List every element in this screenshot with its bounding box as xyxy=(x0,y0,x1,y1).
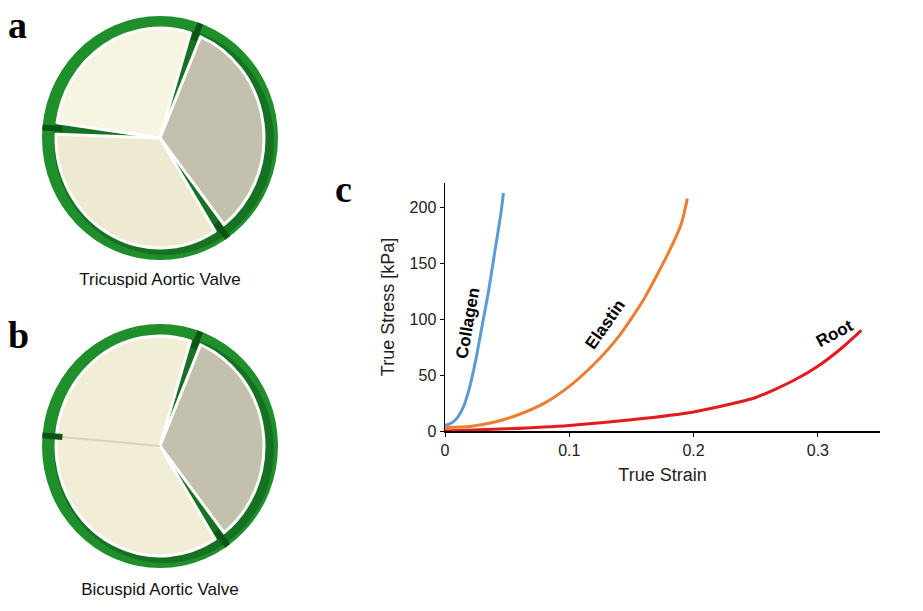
svg-text:0: 0 xyxy=(427,423,436,440)
svg-text:0.3: 0.3 xyxy=(807,442,829,459)
svg-text:Root: Root xyxy=(813,316,856,351)
svg-text:0: 0 xyxy=(441,442,450,459)
svg-text:200: 200 xyxy=(410,199,437,216)
svg-text:150: 150 xyxy=(410,255,437,272)
svg-text:0.2: 0.2 xyxy=(682,442,704,459)
svg-text:True Strain: True Strain xyxy=(618,465,706,485)
html-text:b: b xyxy=(8,314,30,356)
svg-text:0.1: 0.1 xyxy=(558,442,580,459)
html-text:Tricuspid Aortic Valve: Tricuspid Aortic Valve xyxy=(79,270,241,289)
svg-text:True Stress [kPa]: True Stress [kPa] xyxy=(378,238,398,376)
html-text:Bicuspid Aortic Valve: Bicuspid Aortic Valve xyxy=(81,580,239,599)
svg-text:Elastin: Elastin xyxy=(582,296,630,353)
svg-text:50: 50 xyxy=(419,367,437,384)
html-text:c: c xyxy=(335,168,352,210)
svg-text:100: 100 xyxy=(410,311,437,328)
html-text:a: a xyxy=(8,4,27,46)
svg-text:Collagen: Collagen xyxy=(452,286,483,360)
